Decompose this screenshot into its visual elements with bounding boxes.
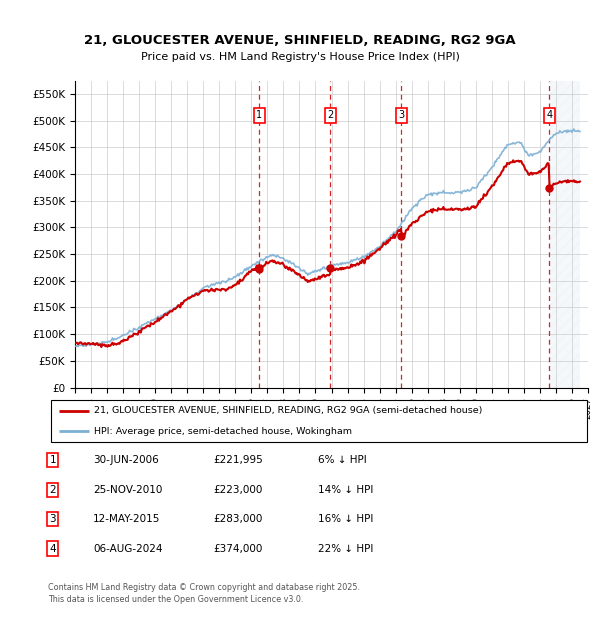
Text: Contains HM Land Registry data © Crown copyright and database right 2025.: Contains HM Land Registry data © Crown c… <box>48 583 360 592</box>
Text: 3: 3 <box>49 514 56 524</box>
Text: This data is licensed under the Open Government Licence v3.0.: This data is licensed under the Open Gov… <box>48 595 304 604</box>
Text: 14% ↓ HPI: 14% ↓ HPI <box>318 485 373 495</box>
Text: 21, GLOUCESTER AVENUE, SHINFIELD, READING, RG2 9GA (semi-detached house): 21, GLOUCESTER AVENUE, SHINFIELD, READIN… <box>94 406 482 415</box>
Text: 25-NOV-2010: 25-NOV-2010 <box>93 485 163 495</box>
Text: 22% ↓ HPI: 22% ↓ HPI <box>318 544 373 554</box>
Text: 2: 2 <box>49 485 56 495</box>
Text: 30-JUN-2006: 30-JUN-2006 <box>93 455 159 465</box>
Text: £283,000: £283,000 <box>213 514 262 524</box>
Text: 21, GLOUCESTER AVENUE, SHINFIELD, READING, RG2 9GA: 21, GLOUCESTER AVENUE, SHINFIELD, READIN… <box>84 34 516 46</box>
Text: HPI: Average price, semi-detached house, Wokingham: HPI: Average price, semi-detached house,… <box>94 427 352 436</box>
Text: 3: 3 <box>398 110 404 120</box>
Text: 16% ↓ HPI: 16% ↓ HPI <box>318 514 373 524</box>
Text: 12-MAY-2015: 12-MAY-2015 <box>93 514 160 524</box>
Text: £221,995: £221,995 <box>213 455 263 465</box>
Text: 6% ↓ HPI: 6% ↓ HPI <box>318 455 367 465</box>
FancyBboxPatch shape <box>51 401 587 441</box>
Text: 1: 1 <box>49 455 56 465</box>
Text: 2: 2 <box>327 110 334 120</box>
Text: Price paid vs. HM Land Registry's House Price Index (HPI): Price paid vs. HM Land Registry's House … <box>140 52 460 62</box>
Text: 06-AUG-2024: 06-AUG-2024 <box>93 544 163 554</box>
Text: 4: 4 <box>49 544 56 554</box>
Text: 1: 1 <box>256 110 262 120</box>
Text: £374,000: £374,000 <box>213 544 262 554</box>
Text: £223,000: £223,000 <box>213 485 262 495</box>
Text: 4: 4 <box>547 110 553 120</box>
